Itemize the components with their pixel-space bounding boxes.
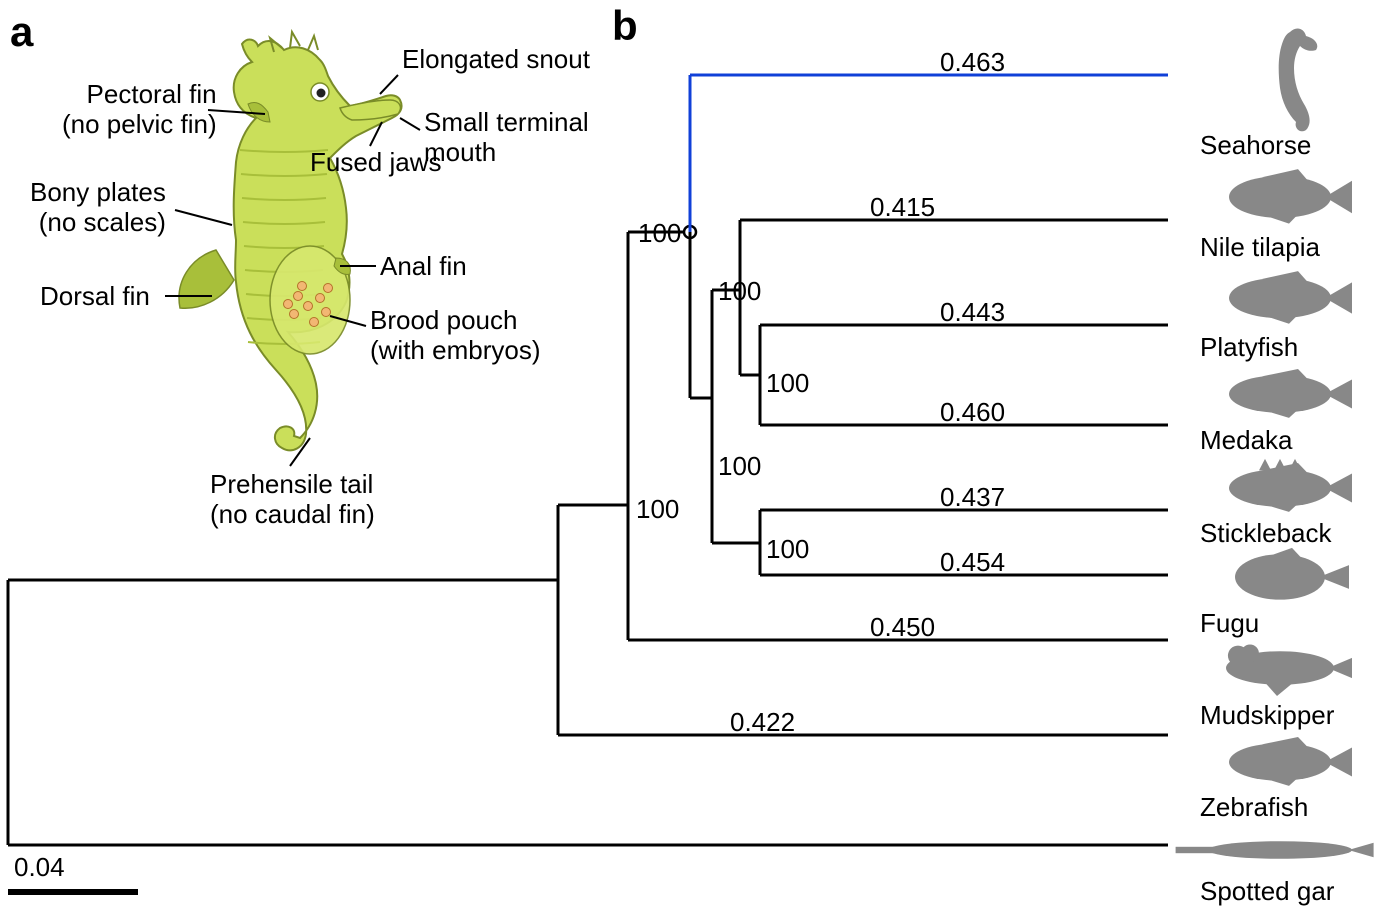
bootstrap-0: 100 (638, 218, 681, 249)
bootstrap-5: 100 (636, 494, 679, 525)
branch-rate-0: 0.463 (940, 47, 1005, 78)
anatomy-label-anal: Anal fin (380, 252, 467, 282)
species-label-nile-tilapia: Nile tilapia (1200, 232, 1320, 263)
anatomy-label-dorsal: Dorsal fin (40, 282, 150, 312)
phylogenetic-tree (8, 75, 1168, 845)
anatomy-label-snout: Elongated snout (402, 45, 590, 75)
branch-rate-5: 0.454 (940, 547, 1005, 578)
anatomy-label-mouth: Small terminalmouth (424, 108, 589, 168)
branch-rate-1: 0.415 (870, 192, 935, 223)
figure-root: a b Pectoral fin(no pelvic fin)Bony plat… (0, 0, 1400, 912)
species-label-platyfish: Platyfish (1200, 332, 1298, 363)
scale-bar-label: 0.04 (14, 852, 65, 883)
species-label-zebrafish: Zebrafish (1200, 792, 1308, 823)
bootstrap-2: 100 (766, 368, 809, 399)
anatomy-label-tail: Prehensile tail(no caudal fin) (210, 470, 375, 530)
species-label-seahorse: Seahorse (1200, 130, 1311, 161)
anatomy-label-jaws: Fused jaws (310, 148, 442, 178)
species-label-mudskipper: Mudskipper (1200, 700, 1334, 731)
species-label-medaka: Medaka (1200, 425, 1293, 456)
branch-rate-7: 0.422 (730, 707, 795, 738)
species-label-fugu: Fugu (1200, 608, 1259, 639)
leader-bony (175, 210, 232, 225)
branch-rate-2: 0.443 (940, 297, 1005, 328)
branch-rate-4: 0.437 (940, 482, 1005, 513)
branch-rate-6: 0.450 (870, 612, 935, 643)
species-label-stickleback: Stickleback (1200, 518, 1332, 549)
bootstrap-1: 100 (718, 276, 761, 307)
anatomy-label-pectoral: Pectoral fin(no pelvic fin) (62, 80, 217, 140)
leader-mouth (400, 118, 420, 130)
species-label-spotted-gar: Spotted gar (1200, 876, 1334, 907)
anatomy-label-bony: Bony plates(no scales) (30, 178, 166, 238)
bootstrap-3: 100 (718, 451, 761, 482)
anatomy-label-brood: Brood pouch(with embryos) (370, 306, 540, 366)
branch-rate-3: 0.460 (940, 397, 1005, 428)
bootstrap-4: 100 (766, 534, 809, 565)
leader-snout (380, 75, 398, 94)
